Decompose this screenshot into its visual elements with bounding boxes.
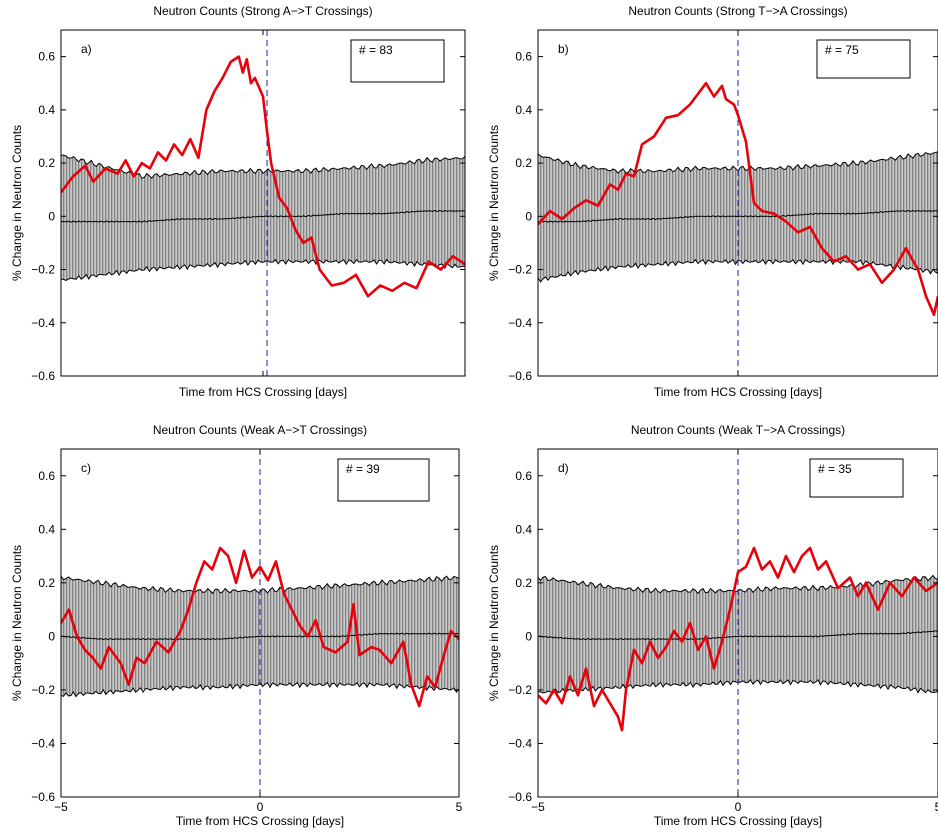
panel-label: d) [558, 461, 569, 475]
chart-title: Neutron Counts (Weak A−>T Crossings) [153, 423, 367, 437]
panel-label: a) [81, 42, 92, 56]
y-axis-label: % Change in Neutron Counts [487, 125, 501, 281]
band-lower-edge [61, 258, 465, 281]
chart-title: Neutron Counts (Weak T−>A Crossings) [631, 423, 845, 437]
chart-title: Neutron Counts (Strong A−>T Crossings) [153, 4, 372, 18]
y-tick-label: 0.6 [38, 469, 55, 483]
y-tick-label: −0.2 [31, 263, 55, 277]
y-tick-label: 0.4 [515, 522, 532, 536]
y-tick-label: 0 [525, 209, 532, 223]
x-axis-label: Time from HCS Crossing [days] [179, 385, 347, 399]
x-tick-label: 0 [257, 800, 264, 814]
y-axis-label: % Change in Neutron Counts [487, 545, 501, 701]
chart-panel-a: −0.6 −0.4 −0.2 0 0.2 0.4 0.6 Neutron Counts (St… [10, 4, 466, 399]
x-axis-label: Time from HCS Crossing [days] [654, 814, 822, 828]
y-tick-label: 0.6 [515, 50, 532, 64]
y-tick-label: −0.4 [31, 736, 55, 750]
neutron-series-line [61, 546, 459, 708]
y-tick-label: 0 [48, 629, 55, 643]
y-tick-label: −0.6 [508, 369, 532, 383]
x-tick-label: 5 [456, 800, 463, 814]
count-box [350, 39, 445, 83]
y-tick-label: −0.4 [508, 736, 532, 750]
x-tick-label: 5 [935, 800, 938, 814]
plot-contents [61, 30, 465, 376]
neutron-series-line [538, 546, 938, 732]
y-tick-label: 0 [48, 209, 55, 223]
x-tick-label: 0 [735, 800, 742, 814]
y-tick-label: −0.2 [31, 683, 55, 697]
plot-contents [538, 30, 938, 376]
band-mean-line [538, 630, 938, 641]
y-axis-label: % Change in Neutron Counts [10, 545, 24, 701]
x-tick-label: −5 [54, 800, 68, 814]
y-tick-label: −0.4 [508, 316, 532, 330]
neutron-series-line [538, 81, 938, 317]
y-tick-label: 0.2 [38, 576, 55, 590]
x-axis-label: Time from HCS Crossing [days] [176, 814, 344, 828]
y-tick-label: −0.6 [31, 790, 55, 804]
y-tick-label: −0.2 [508, 683, 532, 697]
confidence-band [61, 155, 465, 281]
panel-label: b) [558, 42, 569, 56]
chart-panel-c: −0.6 −0.4 −0.2 0 0.2 0.4 0.6 −5 0 5 Neutron Counts… [10, 423, 463, 828]
count-label: # = 39 [346, 462, 380, 476]
count-box [816, 39, 911, 79]
band-mean-line [61, 632, 459, 641]
count-box [337, 458, 430, 502]
band-upper-edge [61, 154, 465, 179]
y-axis-label: % Change in Neutron Counts [10, 125, 24, 281]
y-tick-label: 0.4 [515, 103, 532, 117]
y-tick-label: −0.6 [508, 790, 532, 804]
y-tick-label: 0.2 [515, 156, 532, 170]
y-tick-label: −0.2 [508, 263, 532, 277]
y-tick-label: −0.6 [31, 369, 55, 383]
chart-title: Neutron Counts (Strong T−>A Crossings) [628, 4, 847, 18]
neutron-series-line [61, 55, 465, 298]
count-box [809, 458, 904, 498]
y-tick-label: 0.4 [38, 103, 55, 117]
y-tick-label: 0.6 [515, 469, 532, 483]
plot-contents [538, 449, 938, 797]
count-label: # = 75 [825, 43, 859, 57]
chart-panel-b: −0.6 −0.4 −0.2 0 0.2 0.4 0.6 Neutron Counts (St… [487, 4, 938, 399]
count-label: # = 83 [359, 43, 393, 57]
panel-label: c) [81, 461, 91, 475]
y-tick-label: 0.2 [515, 576, 532, 590]
y-tick-label: 0.6 [38, 50, 55, 64]
band-mean-line [61, 209, 465, 223]
chart-panel-d: −0.6 −0.4 −0.2 0 0.2 0.4 0.6 −5 0 5 Neutron Counts… [487, 423, 938, 828]
y-tick-label: 0.2 [38, 156, 55, 170]
plot-contents [61, 449, 459, 797]
x-axis-label: Time from HCS Crossing [days] [654, 385, 822, 399]
y-tick-label: 0 [525, 629, 532, 643]
x-tick-label: −5 [531, 800, 545, 814]
band-mean-line [538, 209, 938, 223]
y-tick-label: −0.4 [31, 316, 55, 330]
y-tick-label: 0.4 [38, 522, 55, 536]
count-label: # = 35 [818, 462, 852, 476]
